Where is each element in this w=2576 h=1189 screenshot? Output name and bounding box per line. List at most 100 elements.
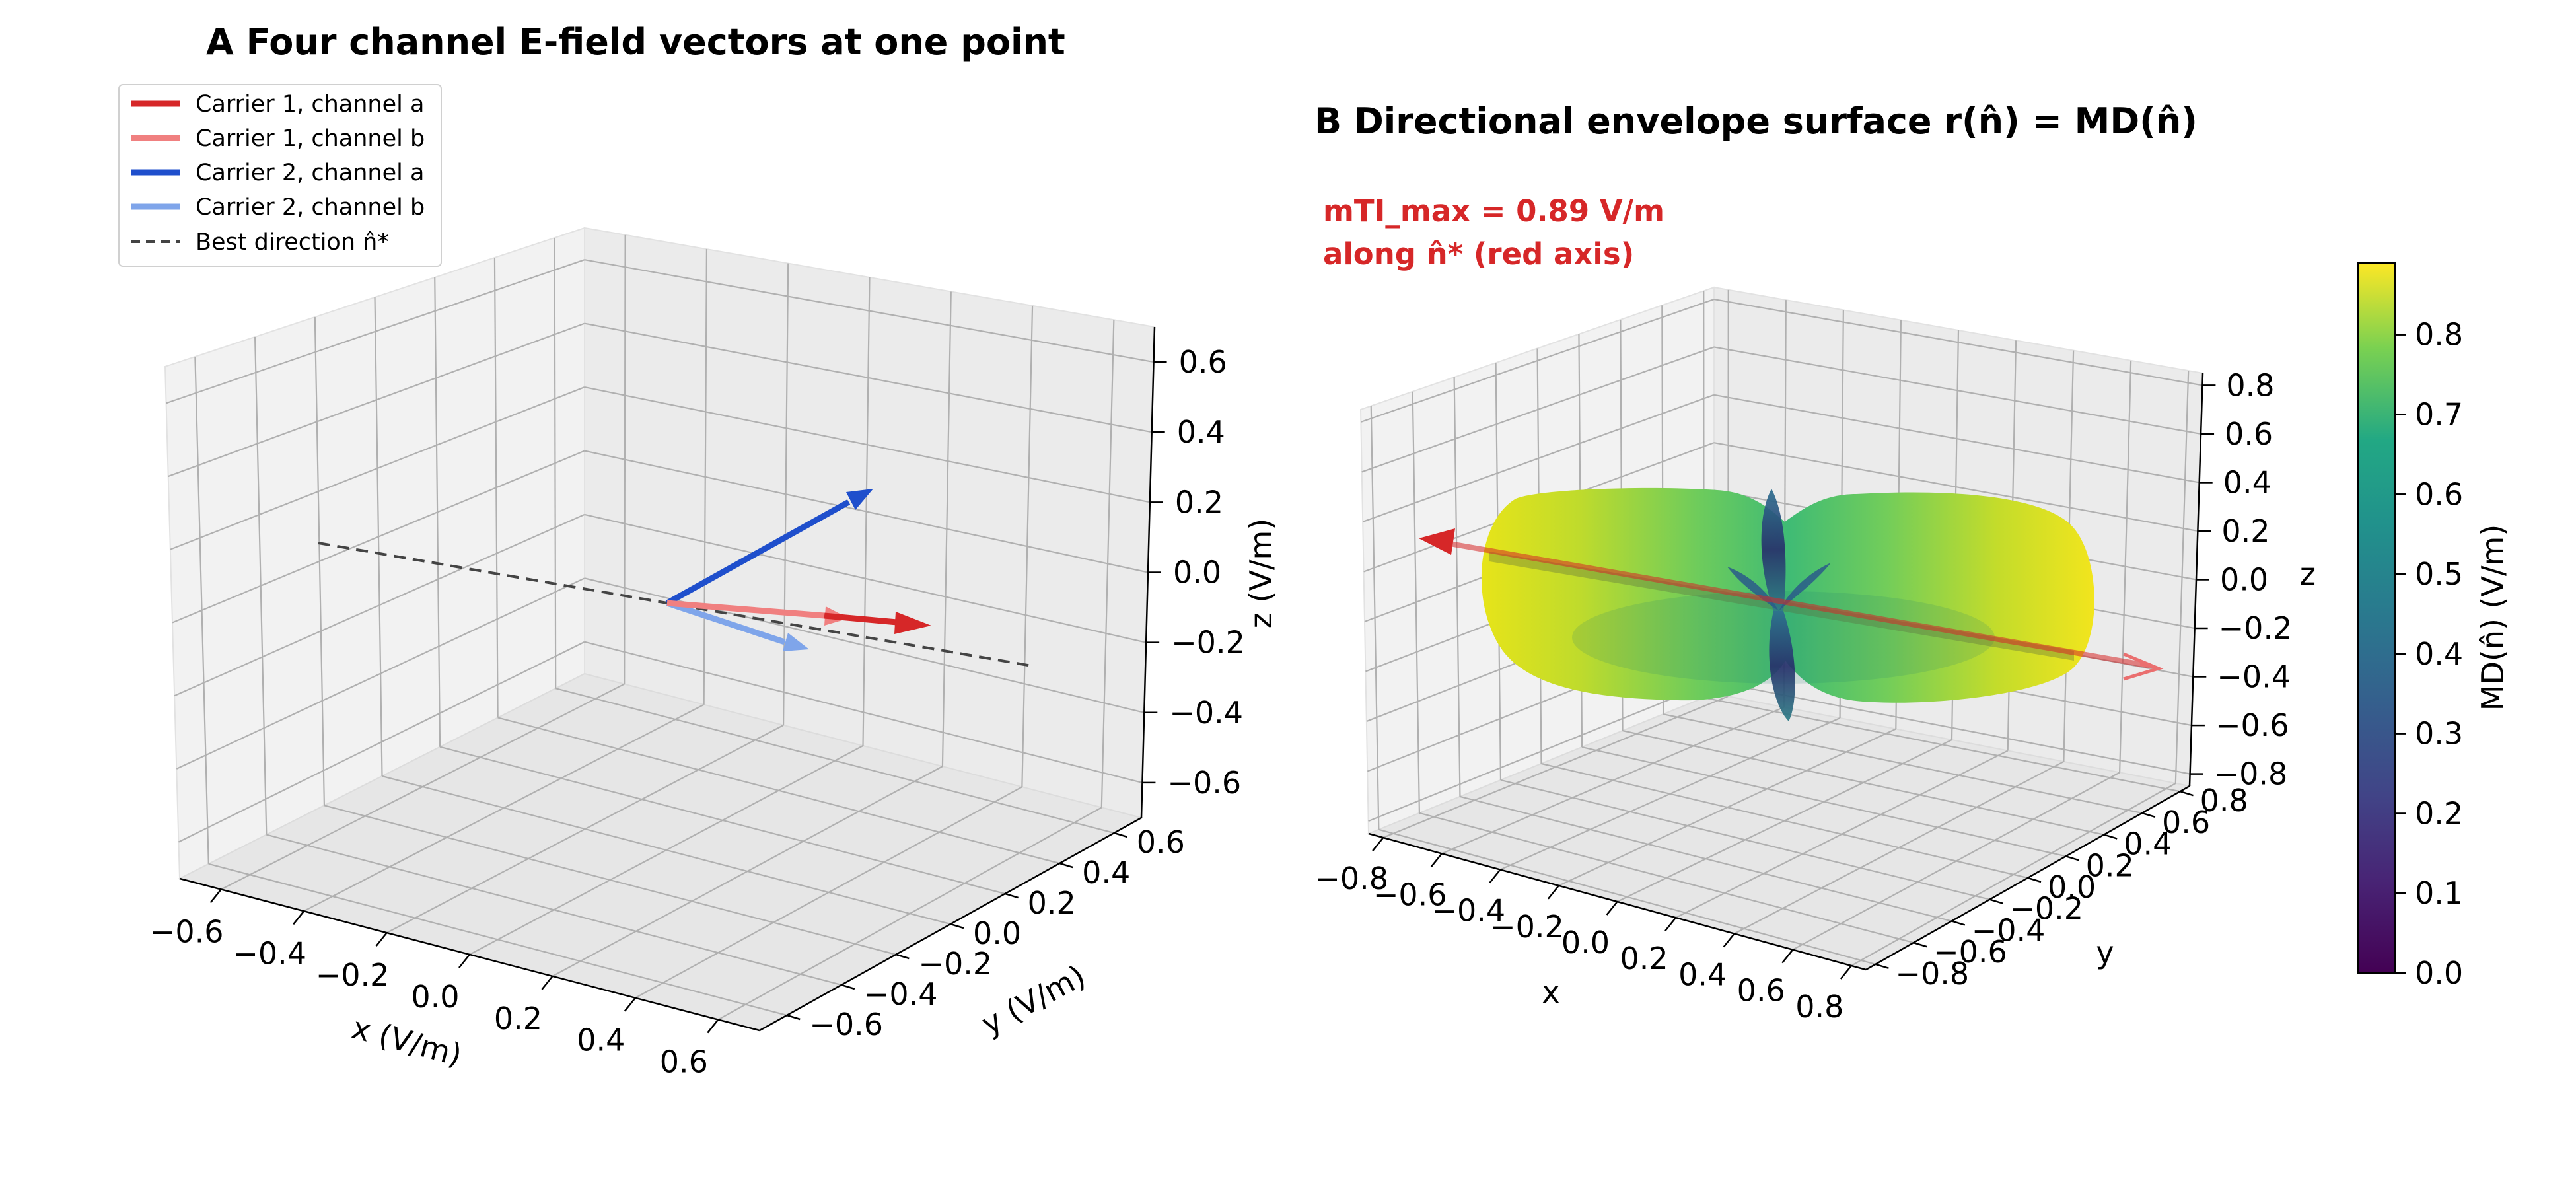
colorbar-tick-label: 0.5 xyxy=(2415,556,2463,592)
gridline-y xyxy=(324,805,896,956)
panel-a-legend: Carrier 1, channel a Carrier 1, channel … xyxy=(118,84,442,267)
gridline-y xyxy=(1378,828,1876,965)
tick-label-x: −0.6 xyxy=(150,914,224,949)
tick-label-z: −0.2 xyxy=(2219,610,2293,646)
gridline-y xyxy=(1663,713,2143,814)
envelope-lobe-lower xyxy=(1769,611,1795,721)
tick-mark-y xyxy=(786,1014,801,1021)
tick-label-x: −0.2 xyxy=(316,957,390,993)
gridline-z xyxy=(584,450,1149,573)
gridline-y xyxy=(439,746,1005,895)
legend-item: Carrier 1, channel a xyxy=(131,91,424,118)
gridline-z xyxy=(172,450,585,624)
tick-label-y: 0.2 xyxy=(1028,885,1076,921)
gridline-z xyxy=(584,641,1143,783)
gridline-z xyxy=(176,577,585,770)
colorbar-tick-label: 0.3 xyxy=(2415,716,2463,752)
panel-a-zlabel: z (V/m) xyxy=(1243,519,1279,628)
panel-a-ticks: −0.6−0.4−0.20.00.20.40.6−0.6−0.4−0.20.00… xyxy=(150,344,1245,1080)
envelope-surface xyxy=(1481,487,2094,721)
tick-mark-y xyxy=(950,923,964,929)
tick-mark-x xyxy=(1430,853,1443,868)
svg-text:Carrier 1, channel b: Carrier 1, channel b xyxy=(196,126,425,152)
gridline-z xyxy=(174,513,585,697)
panel-a: A Four channel E-field vectors at one po… xyxy=(118,21,1279,1080)
envelope-lobe-right xyxy=(1779,563,1831,611)
tick-label-x: 0.6 xyxy=(660,1044,708,1080)
gridline-z xyxy=(1362,394,1715,522)
tick-label-z: −0.2 xyxy=(1171,625,1245,661)
colorbar-gradient xyxy=(2357,262,2396,974)
colorbar-ticks: 0.0 0.1 0.2 0.3 0.4 0.5 0.6 0.7 0.8 xyxy=(2395,317,2463,991)
tick-label-z: 0.0 xyxy=(1173,555,1221,591)
tick-mark-x xyxy=(458,954,470,968)
svg-text:Carrier 2, channel b: Carrier 2, channel b xyxy=(196,194,425,221)
gridline-z xyxy=(168,322,585,478)
svg-text:Carrier 1, channel a: Carrier 1, channel a xyxy=(196,91,424,118)
panel-a-gridlines xyxy=(166,234,1154,1021)
svg-text:Best direction n̂*: Best direction n̂* xyxy=(196,229,389,256)
tick-label-x: 0.0 xyxy=(411,979,459,1015)
tick-mark-x xyxy=(1781,949,1794,964)
tick-mark-y xyxy=(841,984,855,990)
gridline-z xyxy=(170,386,585,550)
tick-mark-x xyxy=(1840,965,1852,980)
tick-label-z: −0.6 xyxy=(2215,707,2289,743)
tick-mark-x xyxy=(1664,917,1677,932)
tick-label-x: 0.4 xyxy=(1678,956,1727,992)
legend-item: Best direction n̂* xyxy=(131,229,389,256)
colorbar: 0.0 0.1 0.2 0.3 0.4 0.5 0.6 0.7 0.8 MD(n̂) (V/m) xyxy=(2357,262,2511,991)
tick-label-z: 0.2 xyxy=(2221,513,2270,549)
gridline-z xyxy=(1368,680,1715,822)
panel-b-annotation-line-1: mTI_max = 0.89 V/m xyxy=(1323,194,1664,229)
tick-label-y: −0.4 xyxy=(1972,912,2046,948)
tick-mark-x xyxy=(1723,933,1735,948)
colorbar-tick-label: 0.6 xyxy=(2415,476,2463,512)
svg-text:Carrier 2, channel a: Carrier 2, channel a xyxy=(196,160,424,186)
tick-mark-y xyxy=(1005,892,1019,899)
tick-label-x: 0.2 xyxy=(1620,941,1668,976)
tick-label-x: 0.4 xyxy=(577,1023,625,1058)
legend-item: Carrier 1, channel b xyxy=(131,126,425,152)
gridline-y xyxy=(1541,762,2028,879)
vector-carrier-1-a xyxy=(824,612,931,634)
colorbar-tick-label: 0.8 xyxy=(2415,317,2463,353)
tick-mark-y xyxy=(1913,941,1927,948)
tick-label-y: 0.8 xyxy=(2200,783,2248,818)
tick-mark-x xyxy=(209,888,222,904)
gridline-z xyxy=(584,577,1145,713)
gridline-z xyxy=(584,322,1152,433)
gridline-z xyxy=(584,386,1151,503)
colorbar-tick-label: 0.1 xyxy=(2415,875,2463,911)
envelope-blob xyxy=(1481,487,2094,703)
tick-mark-x xyxy=(707,1019,719,1034)
tick-label-z: −0.8 xyxy=(2214,756,2288,792)
legend-item: Carrier 2, channel b xyxy=(131,194,425,221)
best-direction-line xyxy=(318,542,1032,667)
gridline-y xyxy=(555,688,1114,834)
tick-mark-x xyxy=(624,997,636,1012)
tick-label-x: −0.8 xyxy=(1314,861,1388,896)
vector-carrier-2-b xyxy=(666,600,809,651)
panel-b-annotation-line-2: along n̂* (red axis) xyxy=(1323,236,1634,271)
gridline-z xyxy=(1713,299,2203,386)
panel-a-title: A Four channel E-field vectors at one po… xyxy=(206,21,1065,63)
colorbar-tick-label: 0.7 xyxy=(2415,396,2463,432)
tick-mark-x xyxy=(541,976,554,990)
colorbar-label: MD(n̂) (V/m) xyxy=(2475,524,2511,711)
tick-label-z: 0.6 xyxy=(2225,416,2273,452)
colorbar-tick-label: 0.2 xyxy=(2415,795,2463,831)
tick-mark-x xyxy=(375,932,388,947)
tick-label-y: 0.2 xyxy=(2086,847,2134,883)
tick-label-x: −0.6 xyxy=(1373,877,1447,912)
gridline-z xyxy=(178,641,585,843)
panel-b-xlabel: x xyxy=(1542,974,1559,1010)
gridline-z xyxy=(1713,346,2201,435)
tick-label-x: 0.0 xyxy=(1561,925,1610,960)
gridline-y xyxy=(1500,779,1990,900)
tick-mark-y xyxy=(1059,862,1073,869)
tick-label-z: −0.4 xyxy=(2217,659,2291,695)
colorbar-tick-label: 0.4 xyxy=(2415,636,2463,672)
tick-label-z: 0.0 xyxy=(2220,562,2268,598)
